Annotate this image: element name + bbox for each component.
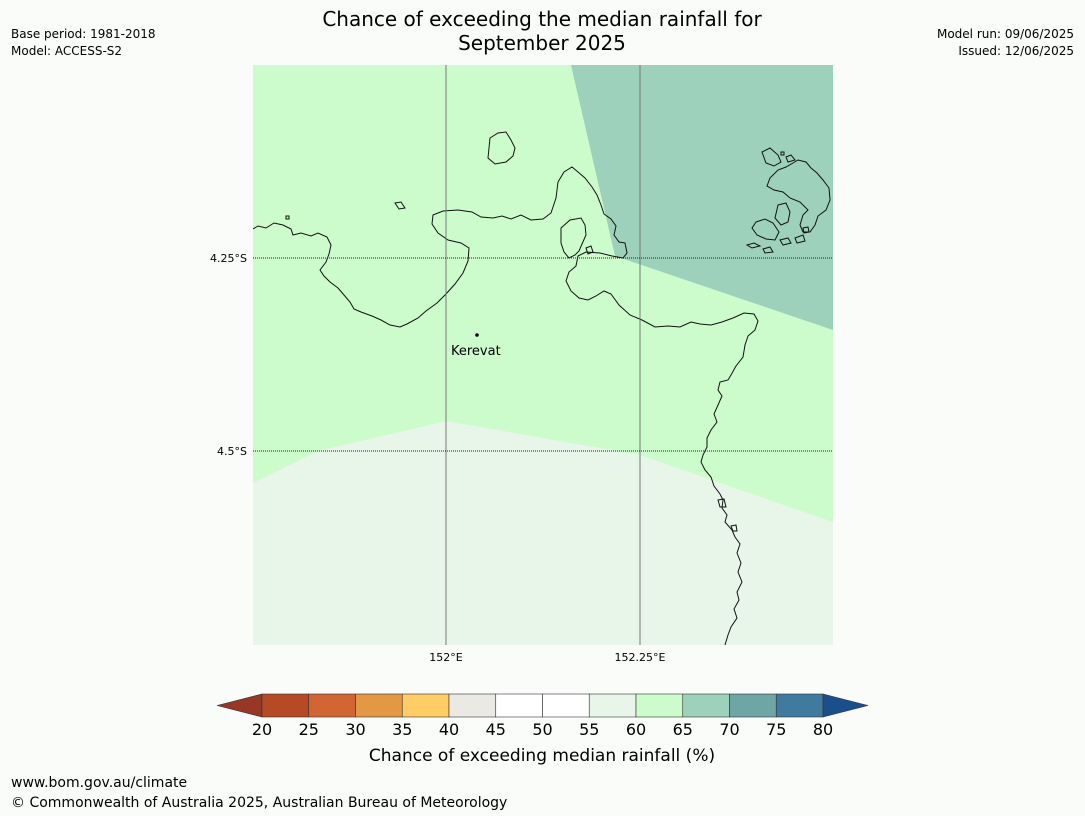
title-line-1: Chance of exceeding the median rainfall …	[322, 7, 762, 31]
colorbar-segment	[682, 693, 730, 718]
colorbar-segment	[448, 693, 497, 718]
footer-copyright: © Commonwealth of Australia 2025, Austra…	[11, 795, 508, 811]
lat-label-4-5: 4.5°S	[217, 445, 247, 458]
lat-label-4-25: 4.25°S	[210, 252, 247, 265]
colorbar-segment	[635, 693, 684, 718]
chart-title: Chance of exceeding the median rainfall …	[242, 7, 842, 55]
coastline	[253, 131, 831, 645]
colorbar-segment	[401, 693, 450, 718]
footer-url: www.bom.gov.au/climate	[11, 775, 188, 791]
graticule	[253, 65, 833, 645]
colorbar-tick-label: 65	[673, 720, 693, 739]
colorbar-tick-label: 35	[392, 720, 412, 739]
colorbar-segment	[588, 693, 637, 718]
title-line-2: September 2025	[458, 31, 626, 55]
colorbar-segment	[261, 693, 310, 718]
model-run: Model run: 09/06/2025	[936, 27, 1074, 41]
colorbar-extend-low	[216, 693, 263, 718]
lon-label-152-25: 152.25°E	[615, 651, 666, 664]
kerevat-marker	[475, 333, 479, 337]
colorbar-tick-label: 20	[252, 720, 272, 739]
model-info: Base period: 1981-2018 Model: ACCESS-S2	[11, 26, 156, 60]
model-name: Model: ACCESS-S2	[11, 44, 123, 58]
issued-date: Issued: 12/06/2025	[958, 44, 1074, 58]
colorbar-segment	[308, 693, 356, 718]
colorbar-segment	[775, 693, 824, 718]
colorbar-segment	[355, 693, 403, 718]
colorbar-tick-label: 60	[626, 720, 646, 739]
colorbar-tick-label: 55	[579, 720, 599, 739]
colorbar-segment	[729, 693, 777, 718]
place-label-kerevat: Kerevat	[451, 344, 501, 359]
colorbar-tick-label: 25	[299, 720, 319, 739]
colorbar-tick-label: 80	[813, 720, 833, 739]
colorbar-label: Chance of exceeding median rainfall (%)	[369, 746, 715, 766]
colorbar-ticks: 20 25 30 35 40 45 50 55 60 65 70 75 80	[252, 720, 833, 739]
colorbar-extend-high	[822, 693, 869, 718]
colorbar-tick-label: 45	[486, 720, 506, 739]
colorbar-tick-label: 30	[345, 720, 365, 739]
colorbar-segment	[542, 693, 590, 718]
lon-label-152: 152°E	[429, 651, 462, 664]
region-65-70	[571, 65, 833, 330]
colorbar-tick-label: 50	[532, 720, 552, 739]
colorbar	[216, 693, 869, 718]
map-area: Kerevat	[253, 65, 833, 645]
run-info: Model run: 09/06/2025 Issued: 12/06/2025	[937, 26, 1074, 60]
colorbar-tick-label: 75	[766, 720, 786, 739]
colorbar-tick-label: 70	[719, 720, 739, 739]
region-55-60	[253, 421, 833, 645]
colorbar-tick-label: 40	[439, 720, 459, 739]
colorbar-segment	[495, 693, 543, 718]
base-period: Base period: 1981-2018	[11, 27, 156, 41]
